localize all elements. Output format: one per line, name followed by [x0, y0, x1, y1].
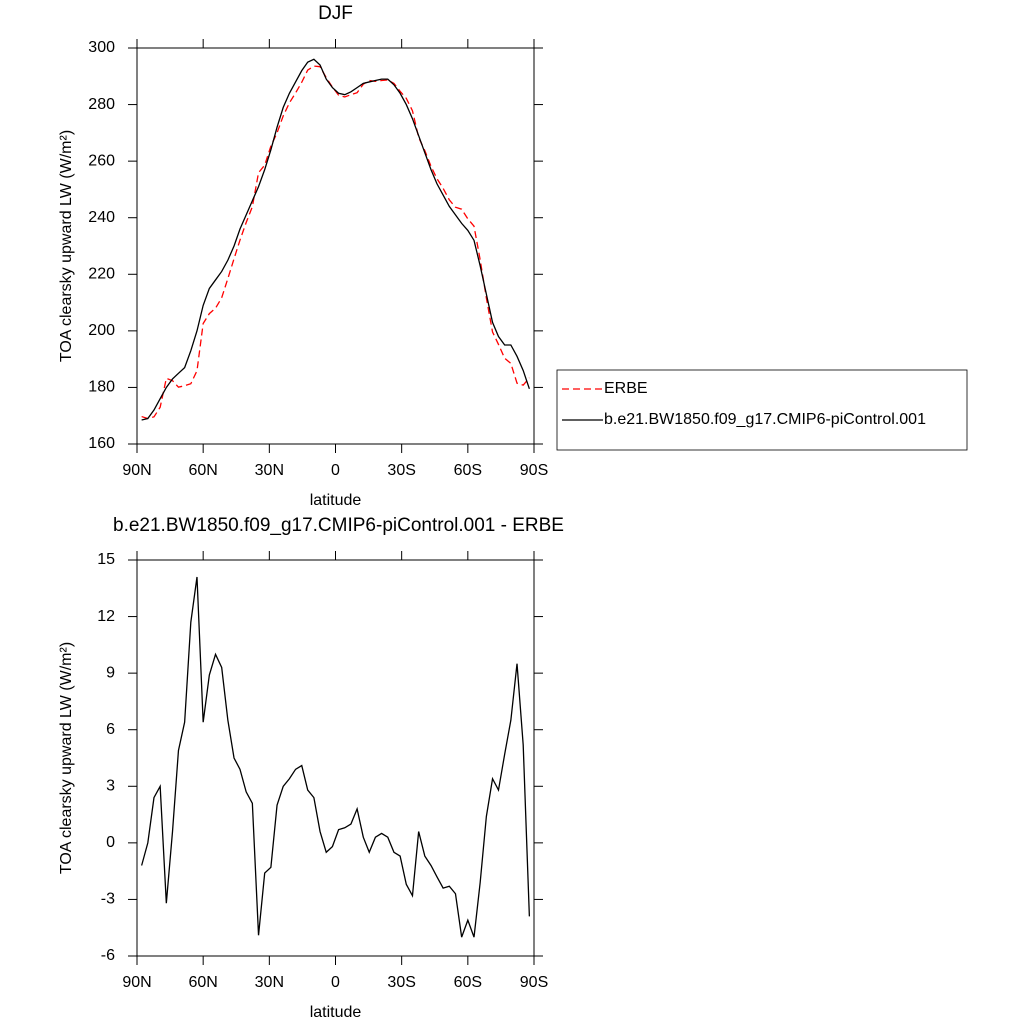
y-tick-label: 220 — [88, 266, 115, 283]
x-tick-label: 90S — [520, 462, 548, 479]
x-axis-label: latitude — [310, 492, 362, 509]
data-line — [141, 576, 531, 938]
x-tick-label: 0 — [331, 974, 340, 991]
legend-box — [556, 369, 968, 451]
y-tick-label: -6 — [101, 947, 115, 964]
y-tick-label: 9 — [106, 664, 115, 681]
x-tick-label: 90S — [520, 974, 548, 991]
y-tick-label: 280 — [88, 96, 115, 113]
plot-frame — [136, 47, 535, 445]
x-tick-label: 30S — [387, 462, 415, 479]
x-axis-label: latitude — [310, 1004, 362, 1021]
y-tick-label: 180 — [88, 379, 115, 396]
y-tick-label: -3 — [101, 891, 115, 908]
x-tick-label: 30N — [255, 462, 284, 479]
y-tick-label: 0 — [106, 834, 115, 851]
y-tick-label: 6 — [106, 721, 115, 738]
y-tick-label: 200 — [88, 322, 115, 339]
x-tick-label: 30N — [255, 974, 284, 991]
y-tick-label: 15 — [97, 551, 115, 568]
chart-title: b.e21.BW1850.f09_g17.CMIP6-piControl.001… — [113, 515, 564, 536]
y-tick-label: 300 — [88, 39, 115, 56]
legend-label: ERBE — [604, 380, 648, 397]
data-line — [141, 58, 530, 421]
data-line — [141, 65, 530, 420]
x-tick-label: 60N — [188, 462, 217, 479]
x-tick-label: 30S — [387, 974, 415, 991]
x-tick-label: 60S — [454, 974, 482, 991]
legend-label: b.e21.BW1850.f09_g17.CMIP6-piControl.001 — [604, 411, 926, 428]
x-tick-label: 90N — [122, 462, 151, 479]
x-tick-label: 60S — [454, 462, 482, 479]
x-tick-label: 0 — [331, 462, 340, 479]
y-tick-label: 160 — [88, 435, 115, 452]
y-tick-label: 240 — [88, 209, 115, 226]
y-tick-label: 260 — [88, 152, 115, 169]
plot-frame — [136, 559, 535, 957]
y-tick-label: 3 — [106, 778, 115, 795]
x-tick-label: 90N — [122, 974, 151, 991]
chart-title: DJF — [318, 3, 353, 24]
x-tick-label: 60N — [188, 974, 217, 991]
y-axis-label: TOA clearsky upward LW (W/m²) — [58, 130, 75, 362]
y-tick-label: 12 — [97, 608, 115, 625]
y-axis-label: TOA clearsky upward LW (W/m²) — [58, 642, 75, 874]
